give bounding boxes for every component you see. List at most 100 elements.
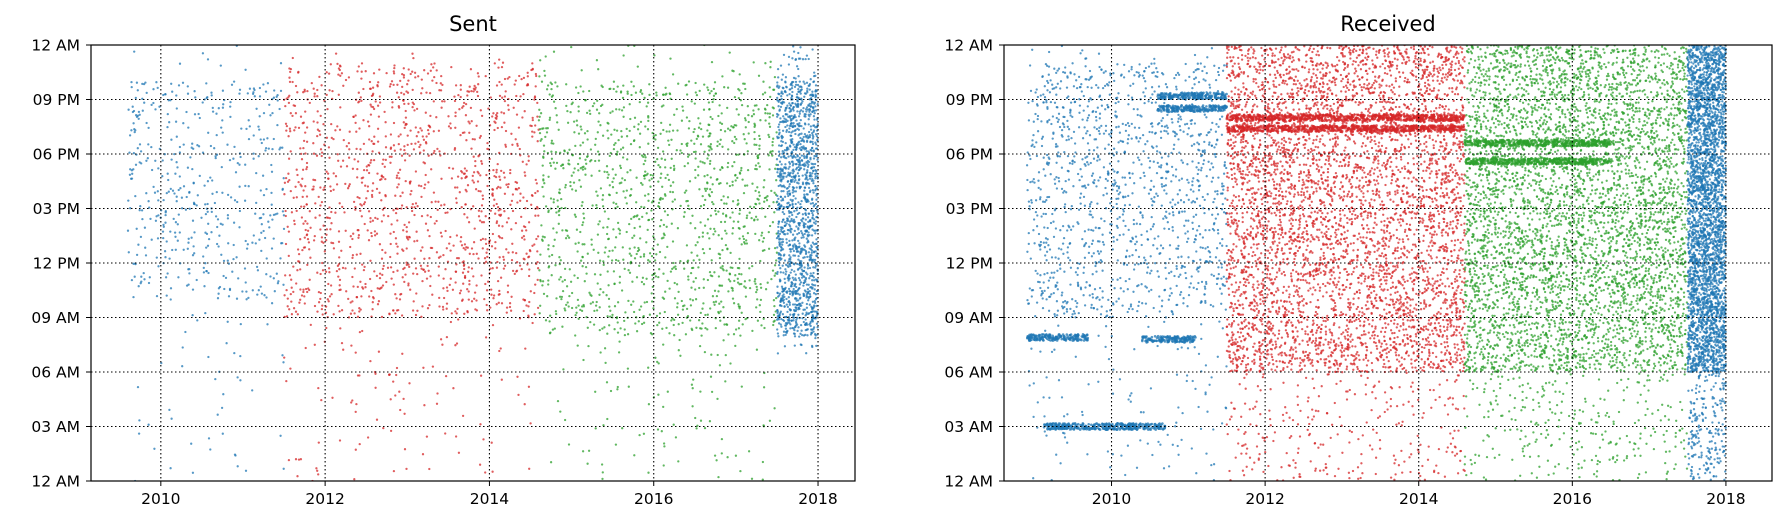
data-point: [662, 442, 666, 445]
data-point: [457, 318, 460, 321]
data-point: [791, 247, 794, 251]
data-point: [548, 93, 551, 96]
data-point: [783, 212, 786, 216]
data-point: [1063, 436, 1067, 439]
data-point: [709, 214, 713, 217]
data-point: [733, 135, 737, 139]
data-point: [167, 190, 170, 193]
data-point: [544, 55, 547, 58]
data-point: [621, 96, 625, 100]
data-point: [781, 318, 785, 322]
data-point: [566, 234, 569, 237]
data-point: [620, 135, 623, 138]
data-point: [420, 195, 423, 199]
data-point: [186, 247, 189, 250]
data-point: [515, 94, 518, 98]
data-point: [310, 81, 313, 85]
data-point: [713, 167, 716, 170]
data-point: [544, 135, 547, 139]
data-point: [781, 290, 784, 293]
x-tick-label: 2012: [305, 490, 344, 508]
data-point: [719, 121, 722, 124]
data-point: [706, 218, 710, 221]
data-point: [776, 200, 779, 203]
data-point: [369, 161, 372, 164]
data-point: [594, 304, 598, 307]
data-point: [791, 294, 794, 297]
data-point: [453, 186, 457, 189]
data-point: [762, 186, 765, 189]
data-point: [293, 219, 296, 222]
data-point: [742, 237, 746, 241]
data-point: [709, 188, 712, 191]
data-point: [748, 211, 751, 214]
data-point: [796, 181, 799, 184]
data-point: [304, 185, 307, 188]
data-point: [808, 83, 812, 86]
data-point: [262, 229, 265, 233]
data-point: [141, 82, 144, 86]
data-point: [800, 148, 803, 152]
data-point: [1197, 189, 1201, 192]
data-point: [713, 227, 716, 231]
data-point: [438, 296, 441, 300]
data-point: [802, 269, 806, 273]
data-point: [454, 281, 457, 284]
data-point: [555, 114, 558, 117]
data-point: [393, 66, 396, 70]
data-point: [535, 237, 538, 241]
data-point: [130, 80, 133, 84]
data-point: [413, 71, 417, 74]
data-point: [213, 201, 217, 205]
data-point: [547, 175, 550, 178]
data-point: [420, 92, 423, 95]
data-point: [790, 134, 793, 138]
data-point: [554, 167, 557, 170]
data-point: [355, 295, 358, 299]
data-point: [325, 326, 328, 330]
data-point: [668, 143, 671, 147]
data-point: [360, 181, 364, 184]
data-point: [810, 244, 813, 247]
data-point: [358, 307, 361, 310]
data-point: [454, 270, 457, 273]
data-point: [503, 121, 506, 124]
data-point: [492, 168, 495, 172]
data-point: [815, 304, 818, 308]
data-point: [601, 198, 604, 201]
data-point: [570, 45, 573, 49]
data-point: [776, 203, 780, 207]
data-point: [338, 202, 341, 205]
data-point: [413, 109, 416, 112]
data-point: [734, 179, 737, 182]
data-point: [727, 278, 731, 281]
data-point: [785, 205, 789, 209]
data-point: [345, 165, 349, 168]
data-point: [338, 439, 342, 442]
data-point: [319, 204, 322, 207]
data-point: [745, 214, 749, 217]
data-point: [290, 313, 294, 316]
data-point: [210, 91, 213, 94]
data-point: [662, 405, 665, 409]
data-point: [791, 90, 794, 94]
data-point: [727, 148, 730, 151]
data-point: [216, 297, 220, 300]
data-point: [769, 95, 772, 99]
data-point: [813, 218, 816, 221]
data-point: [657, 393, 660, 396]
data-point: [475, 284, 478, 287]
data-point: [650, 209, 653, 212]
data-point: [562, 368, 565, 371]
data-point: [499, 347, 502, 350]
data-point: [776, 84, 779, 87]
data-point: [168, 257, 171, 260]
data-point: [495, 187, 499, 190]
data-point: [632, 300, 635, 303]
data-point: [268, 226, 271, 229]
data-point: [303, 246, 307, 249]
data-point: [337, 159, 340, 162]
data-point: [792, 121, 795, 125]
data-point: [793, 254, 797, 257]
